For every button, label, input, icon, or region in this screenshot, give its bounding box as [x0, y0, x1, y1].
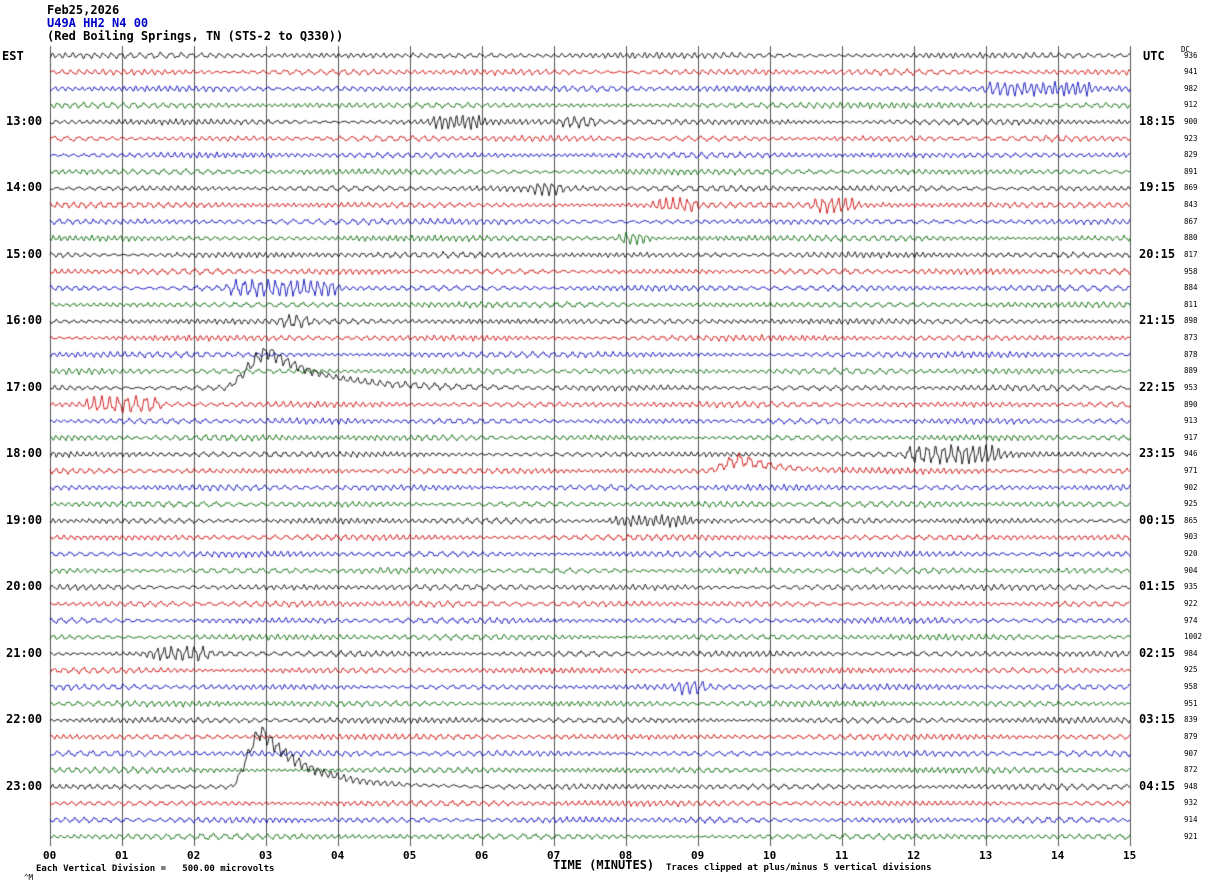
dc-value: 1002	[1184, 632, 1203, 642]
x-tick-label: 04	[331, 849, 345, 862]
x-tick-label: 10	[763, 849, 777, 862]
x-tick-label: 15	[1123, 849, 1137, 862]
dc-value: 817	[1184, 249, 1198, 259]
x-tick-label: 06	[475, 849, 489, 862]
left-time-label: 18:00	[6, 446, 43, 461]
title-date: Feb25,2026	[47, 3, 120, 17]
dc-value: 843	[1184, 200, 1198, 210]
left-time-label: 22:00	[6, 712, 43, 727]
dc-value: 921	[1184, 831, 1198, 841]
right-time-label: 22:15	[1139, 379, 1176, 394]
x-tick-label: 02	[187, 849, 201, 862]
dc-value: 920	[1184, 549, 1198, 559]
right-time-label: 21:15	[1139, 313, 1176, 328]
x-tick-label: 11	[835, 849, 849, 862]
dc-value: 936	[1184, 50, 1198, 60]
dc-value: 891	[1184, 166, 1198, 176]
dc-value: 839	[1184, 715, 1198, 725]
dc-value: 935	[1184, 582, 1198, 592]
dc-value: 878	[1184, 349, 1198, 359]
dc-value: 811	[1184, 299, 1198, 309]
dc-value: 907	[1184, 748, 1198, 758]
x-tick-label: 12	[907, 849, 921, 862]
dc-column-header: DC	[1181, 45, 1191, 54]
left-time-label: 21:00	[6, 645, 43, 660]
dc-value: 903	[1184, 532, 1198, 542]
clip-note: Traces clipped at plus/minus 5 vertical …	[666, 863, 932, 873]
left-time-label: 16:00	[6, 313, 43, 328]
x-tick-label: 00	[43, 849, 57, 862]
left-time-label: 19:00	[6, 512, 43, 527]
scale-note: Each Vertical Division = 500.00 microvol…	[36, 864, 275, 874]
dc-value: 925	[1184, 665, 1198, 675]
dc-value: 914	[1184, 815, 1198, 825]
left-time-label: 15:00	[6, 246, 43, 261]
dc-value: 941	[1184, 67, 1198, 77]
dc-value: 865	[1184, 515, 1198, 525]
dc-value: 900	[1184, 116, 1198, 126]
dc-value: 974	[1184, 615, 1198, 625]
dc-value: 879	[1184, 731, 1198, 741]
x-tick-label: 14	[1051, 849, 1065, 862]
dc-value: 898	[1184, 316, 1198, 326]
x-axis-title: TIME (MINUTES)	[553, 858, 655, 872]
dc-value: 958	[1184, 266, 1198, 276]
title-station: U49A HH2 N4 00	[47, 16, 149, 30]
dc-value: 902	[1184, 482, 1198, 492]
left-time-label: 20:00	[6, 579, 43, 594]
dc-value: 913	[1184, 416, 1198, 426]
dc-value: 953	[1184, 382, 1198, 392]
dc-value: 923	[1184, 133, 1198, 143]
dc-value: 958	[1184, 682, 1198, 692]
dc-value: 922	[1184, 598, 1198, 608]
left-axis-title: EST	[2, 49, 24, 63]
dc-value: 948	[1184, 781, 1198, 791]
dc-value: 880	[1184, 233, 1198, 243]
dc-value: 890	[1184, 399, 1198, 409]
dc-value: 904	[1184, 565, 1198, 575]
left-time-label: 14:00	[6, 180, 43, 195]
dc-value: 971	[1184, 466, 1198, 475]
right-time-label: 18:15	[1139, 113, 1176, 128]
dc-value: 872	[1184, 765, 1198, 775]
left-time-label: 23:00	[6, 778, 43, 793]
right-time-label: 19:15	[1139, 180, 1176, 195]
x-tick-label: 13	[979, 849, 993, 862]
dc-value: 912	[1184, 100, 1198, 110]
right-time-label: 02:15	[1139, 645, 1176, 660]
x-tick-label: 01	[115, 849, 129, 862]
dc-value: 951	[1184, 698, 1198, 708]
right-time-label: 04:15	[1139, 778, 1176, 793]
right-time-label: 20:15	[1139, 246, 1176, 261]
x-tick-label: 08	[619, 849, 633, 862]
dc-value: 946	[1184, 449, 1198, 459]
dc-value: 889	[1184, 366, 1198, 376]
title-location: (Red Boiling Springs, TN (STS-2 to Q330)…	[47, 29, 344, 43]
right-time-label: 01:15	[1139, 579, 1176, 594]
dc-value: 869	[1184, 183, 1198, 193]
left-time-label: 13:00	[6, 113, 43, 128]
x-tick-label: 03	[259, 849, 273, 862]
dc-value: 867	[1184, 216, 1198, 226]
dc-value: 884	[1184, 283, 1198, 293]
dc-value: 873	[1184, 333, 1198, 343]
left-time-label: 17:00	[6, 379, 43, 394]
x-tick-label: 07	[547, 849, 561, 862]
dc-value: 925	[1184, 499, 1198, 509]
dc-value: 932	[1184, 798, 1198, 808]
x-tick-label: 05	[403, 849, 417, 862]
dc-value: 982	[1184, 83, 1198, 93]
dc-value: 984	[1184, 648, 1198, 658]
right-time-label: 00:15	[1139, 512, 1176, 527]
dc-value: 829	[1184, 150, 1198, 160]
right-time-label: 03:15	[1139, 712, 1176, 727]
right-axis-title: UTC	[1143, 49, 1165, 63]
dc-value: 917	[1184, 432, 1198, 442]
corner-mark: ^M	[24, 873, 34, 882]
right-time-label: 23:15	[1139, 446, 1176, 461]
x-tick-label: 09	[691, 849, 705, 862]
